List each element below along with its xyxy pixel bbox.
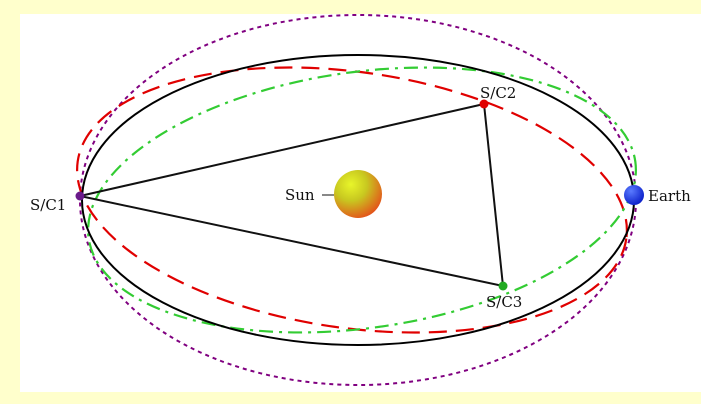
- earth-label: Earth: [648, 187, 691, 205]
- sun-label: Sun: [285, 186, 315, 204]
- sc2-marker: [479, 99, 489, 109]
- sc3-marker: [498, 281, 508, 291]
- orbit-sc2: [76, 66, 628, 334]
- earth-sphere: [624, 185, 644, 205]
- sc1-marker: [75, 191, 85, 201]
- sc3-label: S/C3: [486, 293, 522, 311]
- spacecraft-triangle: [79, 102, 505, 288]
- orbit-sc3: [87, 66, 637, 334]
- sc2-label: S/C2: [480, 84, 516, 102]
- sc1-label: S/C1: [30, 196, 66, 214]
- sun-sphere: [334, 170, 382, 218]
